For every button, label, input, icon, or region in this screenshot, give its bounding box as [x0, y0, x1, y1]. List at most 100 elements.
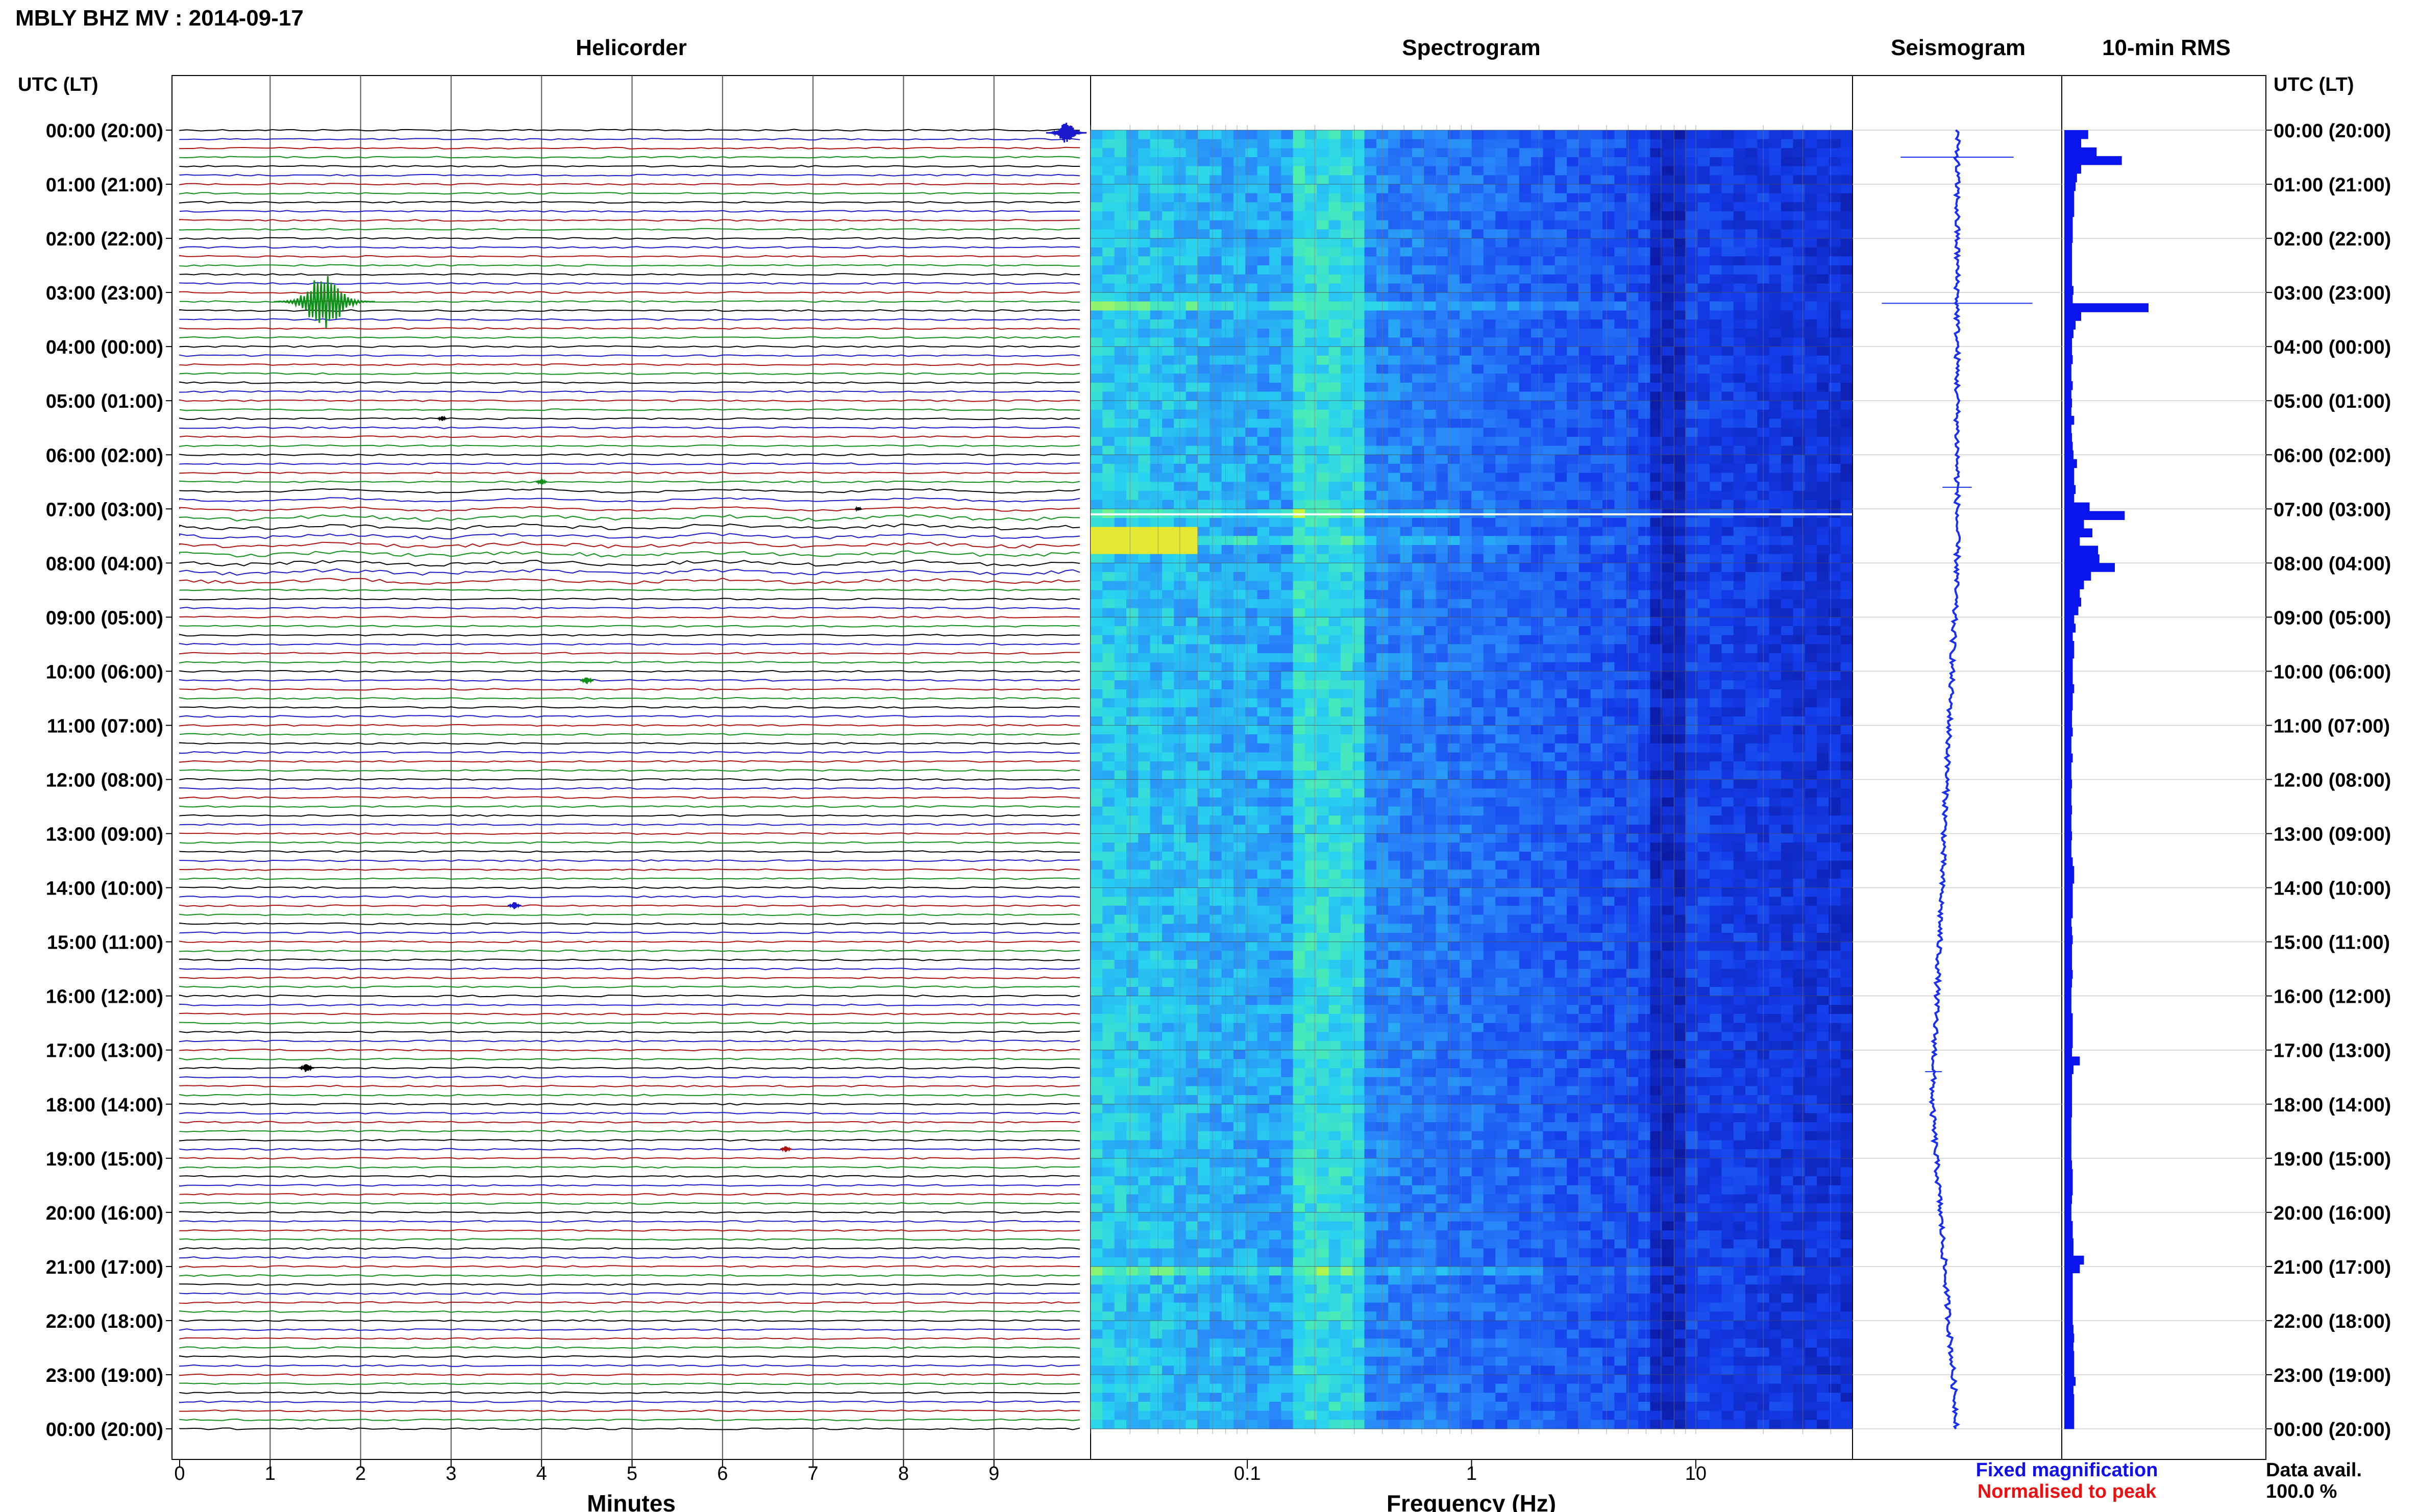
- spectrogram-cell: [1436, 202, 1448, 212]
- spectrogram-cell: [1447, 689, 1460, 699]
- spectrogram-cell: [1233, 337, 1246, 347]
- spectrogram-cell: [1829, 635, 1841, 645]
- spectrogram-cell: [1602, 166, 1615, 176]
- spectrogram-cell: [1710, 797, 1722, 807]
- helicorder-trace: [179, 724, 1080, 727]
- spectrogram-cell: [1304, 202, 1317, 212]
- helicorder-trace: [179, 588, 1080, 591]
- spectrogram-cell: [1507, 130, 1520, 140]
- spectrogram-cell: [1805, 238, 1817, 248]
- spectrogram-cell: [1590, 166, 1603, 176]
- spectrogram-cell: [1483, 725, 1496, 735]
- spectrogram-cell: [1805, 653, 1817, 663]
- spectrogram-cell: [1388, 283, 1401, 293]
- spectrogram-cell: [1721, 463, 1734, 474]
- spectrogram-cell: [1352, 401, 1365, 410]
- spectrogram-cell: [1364, 797, 1377, 807]
- spectrogram-cell: [1781, 148, 1793, 158]
- spectrogram-cell: [1626, 455, 1639, 464]
- spectrogram-cell: [1721, 734, 1734, 744]
- spectrogram-cell: [1578, 689, 1591, 699]
- spectrogram-cell: [1317, 148, 1329, 158]
- spectrogram-cell: [1721, 572, 1734, 582]
- spectrogram-cell: [1578, 256, 1591, 266]
- spectrogram-cell: [1567, 274, 1579, 284]
- spectrogram-cell: [1364, 662, 1377, 672]
- spectrogram-cell: [1388, 554, 1401, 563]
- spectrogram-cell: [1805, 355, 1817, 365]
- spectrogram-cell: [1662, 184, 1674, 194]
- spectrogram-cell: [1460, 698, 1472, 708]
- spectrogram-cell: [1769, 689, 1782, 699]
- spectrogram-cell: [1114, 545, 1127, 555]
- spectrogram-cell: [1126, 247, 1139, 257]
- spectrogram-cell: [1590, 310, 1603, 320]
- spectrogram-cell: [1471, 166, 1484, 176]
- spectrogram-cell: [1590, 148, 1603, 158]
- spectrogram-cell: [1674, 725, 1686, 735]
- spectrogram-cell: [1495, 445, 1508, 455]
- spectrogram-cell: [1198, 734, 1210, 744]
- spectrogram-cell: [1626, 500, 1639, 509]
- spectrogram-cell: [1840, 337, 1853, 347]
- spectrogram-cell: [1567, 536, 1579, 546]
- spectrogram-cell: [1436, 698, 1448, 708]
- spectrogram-cell: [1221, 428, 1234, 437]
- spectrogram-cell: [1686, 680, 1698, 690]
- spectrogram-cell: [1186, 707, 1198, 717]
- spectrogram-cell: [1483, 166, 1496, 176]
- helicorder-trace: [179, 354, 1080, 357]
- spectrogram-cell: [1114, 599, 1127, 609]
- spectrogram-cell: [1293, 283, 1305, 293]
- spectrogram-cell: [1602, 337, 1615, 347]
- spectrogram-cell: [1340, 725, 1353, 735]
- spectrogram-cell: [1817, 779, 1829, 789]
- spectrogram-cell: [1150, 265, 1163, 275]
- spectrogram-cell: [1317, 725, 1329, 735]
- spectrogram-cell: [1091, 644, 1103, 654]
- spectrogram-cell: [1424, 527, 1437, 536]
- spectrogram-cell: [1543, 671, 1556, 681]
- spectrogram-cell: [1805, 770, 1817, 780]
- spectrogram-cell: [1674, 490, 1686, 501]
- helicorder-panel: [171, 75, 1091, 1460]
- spectrogram-cell: [1126, 374, 1139, 383]
- spectrogram-cell: [1817, 211, 1829, 221]
- spectrogram-cell: [1495, 716, 1508, 726]
- spectrogram-cell: [1293, 193, 1305, 203]
- spectrogram-cell: [1126, 779, 1139, 789]
- spectrogram-cell: [1150, 725, 1163, 735]
- spectrogram-cell: [1162, 265, 1174, 275]
- spectrogram-cell: [1769, 283, 1782, 293]
- spectrogram-cell: [1817, 148, 1829, 158]
- spectrogram-cell: [1364, 364, 1377, 374]
- spectrogram-cell: [1507, 797, 1520, 807]
- spectrogram-cell: [1447, 527, 1460, 536]
- spectrogram-cell: [1328, 310, 1341, 320]
- spectrogram-cell: [1471, 608, 1484, 617]
- spectrogram-cell: [1400, 626, 1413, 636]
- spectrogram-cell: [1805, 292, 1817, 302]
- spectrogram-cell: [1281, 608, 1294, 617]
- spectrogram-cell: [1519, 445, 1532, 455]
- spectrogram-cell: [1138, 436, 1151, 447]
- spectrogram-cell: [1198, 220, 1210, 230]
- spectrogram-cell: [1662, 436, 1674, 447]
- spectrogram-cell: [1317, 139, 1329, 148]
- spectrogram-cell: [1650, 545, 1663, 555]
- spectrogram-cell: [1281, 211, 1294, 221]
- spectrogram-cell: [1364, 743, 1377, 753]
- spectrogram-cell: [1483, 716, 1496, 726]
- spectrogram-cell: [1793, 788, 1806, 798]
- spectrogram-cell: [1674, 608, 1686, 617]
- spectrogram-cell: [1554, 391, 1567, 401]
- spectrogram-cell: [1447, 175, 1460, 185]
- spectrogram-cell: [1388, 139, 1401, 148]
- spectrogram-cell: [1543, 292, 1556, 302]
- spectrogram-cell: [1769, 382, 1782, 392]
- spectrogram-cell: [1590, 256, 1603, 266]
- spectrogram-cell: [1590, 130, 1603, 140]
- spectrogram-cell: [1198, 527, 1210, 536]
- spectrogram-cell: [1686, 527, 1698, 536]
- spectrogram-cell: [1400, 229, 1413, 239]
